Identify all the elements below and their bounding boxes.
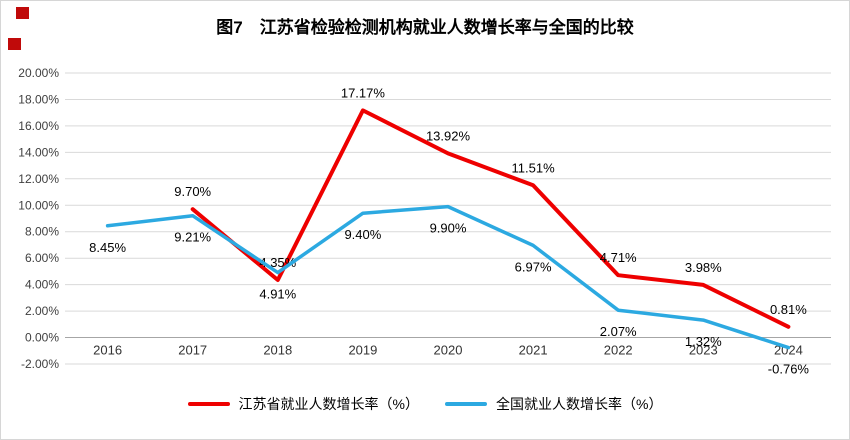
chart-legend: 江苏省就业人数增长率（%） 全国就业人数增长率（%）	[1, 394, 849, 414]
data-label: 6.97%	[515, 259, 552, 274]
legend-label-jiangsu: 江苏省就业人数增长率（%）	[238, 396, 419, 412]
x-axis-label: 2017	[178, 343, 207, 358]
red-square-decoration	[8, 38, 21, 50]
legend-swatch-national	[445, 402, 487, 406]
data-label: 4.71%	[600, 250, 637, 265]
red-square-decoration	[16, 7, 29, 19]
chart-title: 图7 江苏省检验检测机构就业人数增长率与全国的比较	[216, 18, 634, 37]
series-line-1	[105, 204, 791, 350]
data-label: 11.51%	[512, 160, 556, 175]
x-axis-label: 2020	[434, 343, 463, 358]
legend-swatch-jiangsu	[187, 402, 230, 406]
y-axis-label: 14.00%	[18, 145, 59, 159]
y-axis-label: 16.00%	[18, 119, 59, 133]
y-axis-label: -2.00%	[21, 357, 59, 371]
data-label: 13.92%	[426, 128, 471, 143]
y-axis-label: 6.00%	[25, 251, 59, 265]
data-label: 8.45%	[89, 240, 126, 255]
data-label: 2.07%	[600, 324, 637, 339]
y-axis-label: 10.00%	[18, 198, 59, 212]
x-axis-label: 2019	[348, 343, 377, 358]
data-label: 9.70%	[174, 184, 211, 199]
y-axis-label: 4.00%	[25, 278, 59, 292]
data-label: 3.98%	[685, 260, 722, 275]
legend-item-jiangsu: 江苏省就业人数增长率（%）	[187, 394, 419, 414]
legend-label-national: 全国就业人数增长率（%）	[496, 396, 663, 412]
data-label: 9.21%	[174, 230, 211, 245]
y-axis-label: 0.00%	[25, 331, 59, 345]
y-axis-label: 2.00%	[25, 304, 59, 318]
series-line-0	[190, 108, 791, 329]
x-axis-label: 2021	[519, 343, 548, 358]
data-label: 0.81%	[770, 302, 807, 317]
data-label: -0.76%	[768, 362, 810, 377]
x-axis-label: 2022	[604, 343, 633, 358]
x-axis-label: 2023	[689, 343, 718, 358]
data-label: 9.40%	[344, 227, 381, 242]
x-axis-label: 2016	[93, 343, 122, 358]
x-axis-label: 2018	[263, 343, 292, 358]
y-axis-label: 12.00%	[18, 172, 59, 186]
y-axis-label: 8.00%	[25, 225, 59, 239]
data-label: 4.91%	[259, 287, 296, 302]
legend-item-national: 全国就业人数增长率（%）	[445, 394, 662, 414]
y-axis-label: 20.00%	[18, 66, 59, 80]
data-label: 9.90%	[430, 221, 467, 236]
y-axis-label: 18.00%	[18, 93, 59, 107]
data-label: 17.17%	[341, 85, 386, 100]
data-label: 1.32%	[685, 334, 722, 349]
